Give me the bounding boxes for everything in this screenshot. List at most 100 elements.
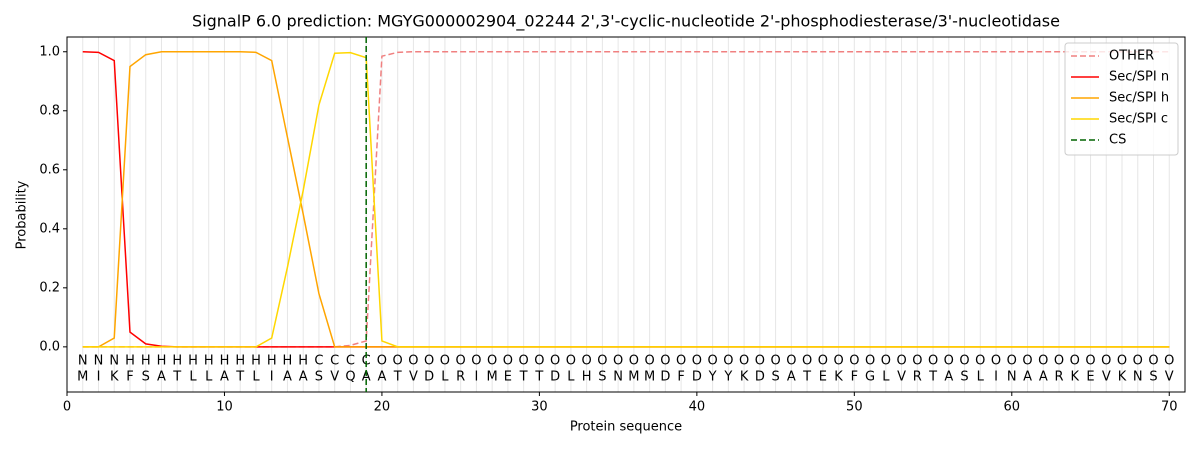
residue: Q <box>345 370 355 385</box>
residue-label: O <box>519 354 529 369</box>
residue: N <box>1133 370 1143 385</box>
series-line <box>82 51 1170 348</box>
series-line <box>82 51 1170 348</box>
residue-label: O <box>1148 354 1158 369</box>
residue-label: O <box>991 354 1001 369</box>
y-axis-label: Probability <box>15 180 30 249</box>
residue: A <box>299 370 308 385</box>
residue-label: H <box>220 354 230 369</box>
residue-label: O <box>582 354 592 369</box>
residue-label: O <box>456 354 466 369</box>
residue-label: O <box>1038 354 1048 369</box>
legend-label: OTHER <box>1109 49 1154 64</box>
residue-label: O <box>959 354 969 369</box>
residue-label: O <box>944 354 954 369</box>
residue-label: O <box>1117 354 1127 369</box>
residue: K <box>110 370 119 385</box>
residue-label: O <box>849 354 859 369</box>
residue: S <box>960 370 968 385</box>
residue: L <box>977 370 985 385</box>
series-line <box>82 51 1170 348</box>
residue-label: H <box>298 354 308 369</box>
residue-label: O <box>471 354 481 369</box>
residue: E <box>504 370 512 385</box>
residue: T <box>393 370 402 385</box>
residue-label: O <box>692 354 702 369</box>
y-tick-label: 0.0 <box>39 339 60 354</box>
residue-label: O <box>1022 354 1032 369</box>
residue: K <box>1118 370 1127 385</box>
residue: A <box>377 370 386 385</box>
residue-label: C <box>330 354 339 369</box>
residue-label: H <box>283 354 293 369</box>
residue-label: C <box>314 354 323 369</box>
residue-label: O <box>613 354 623 369</box>
residue-label: O <box>660 354 670 369</box>
residue-label: O <box>503 354 513 369</box>
residue-label: H <box>204 354 214 369</box>
residue: S <box>598 370 606 385</box>
residue-label: O <box>534 354 544 369</box>
residue: L <box>252 370 260 385</box>
residue: K <box>834 370 843 385</box>
legend-box <box>1064 42 1179 156</box>
residue: D <box>550 370 560 385</box>
residue-label: O <box>377 354 387 369</box>
residue-label: N <box>109 354 119 369</box>
residue-label: H <box>251 354 261 369</box>
residue-label: O <box>786 354 796 369</box>
plot-frame <box>66 36 1186 393</box>
residue: E <box>1086 370 1094 385</box>
x-tick-label: 40 <box>689 400 706 415</box>
x-axis-label: Protein sequence <box>570 420 682 435</box>
residue: A <box>787 370 796 385</box>
x-tick-label: 70 <box>1161 400 1178 415</box>
residue-label: N <box>78 354 88 369</box>
residue-label: O <box>881 354 891 369</box>
residue: A <box>220 370 229 385</box>
residue-label: O <box>818 354 828 369</box>
residue-label: O <box>707 354 717 369</box>
residue: T <box>534 370 543 385</box>
residue: M <box>628 370 639 385</box>
residue: T <box>172 370 181 385</box>
residue-label: H <box>267 354 277 369</box>
residue: L <box>567 370 575 385</box>
residue-label: O <box>896 354 906 369</box>
residue: I <box>270 370 274 385</box>
residue: N <box>1007 370 1017 385</box>
residue-label: O <box>755 354 765 369</box>
residue: I <box>994 370 998 385</box>
residue-label: O <box>1007 354 1017 369</box>
residue-label: O <box>597 354 607 369</box>
residue-label: O <box>975 354 985 369</box>
residue: K <box>740 370 749 385</box>
residue-label: O <box>928 354 938 369</box>
residue: A <box>944 370 953 385</box>
residue: V <box>897 370 906 385</box>
y-tick-label: 0.6 <box>39 162 60 177</box>
y-tick-label: 0.4 <box>39 221 60 236</box>
residue-label: O <box>487 354 497 369</box>
residue-label: O <box>1133 354 1143 369</box>
residue: K <box>1071 370 1080 385</box>
residue: D <box>424 370 434 385</box>
y-tick-label: 0.8 <box>39 103 60 118</box>
residue-label: H <box>188 354 198 369</box>
legend-label: Sec/SPI h <box>1109 91 1169 106</box>
x-tick-label: 60 <box>1004 400 1021 415</box>
residue: A <box>1023 370 1032 385</box>
residue: S <box>315 370 323 385</box>
residue: S <box>1149 370 1157 385</box>
residue-label: O <box>833 354 843 369</box>
residue: V <box>409 370 418 385</box>
residue-label: O <box>566 354 576 369</box>
x-tick-label: 50 <box>846 400 863 415</box>
residue-label: O <box>676 354 686 369</box>
residue: A <box>157 370 166 385</box>
residue: D <box>755 370 765 385</box>
residue: L <box>882 370 890 385</box>
residue-label: O <box>1085 354 1095 369</box>
